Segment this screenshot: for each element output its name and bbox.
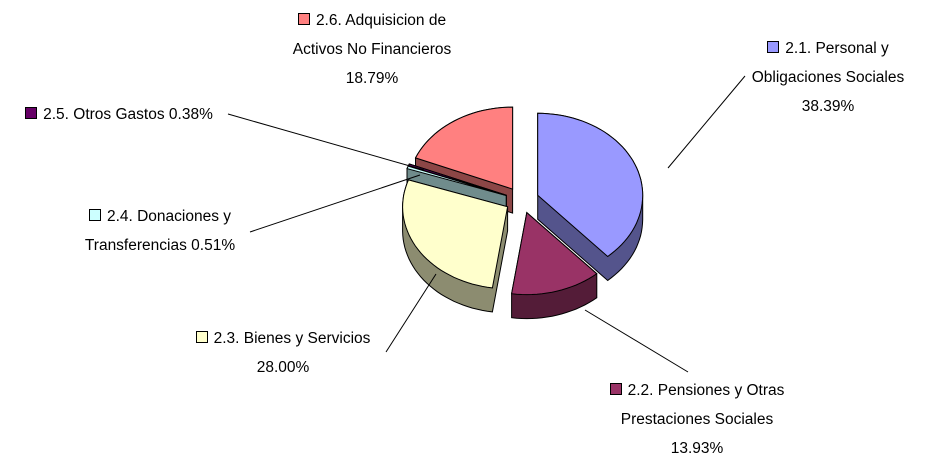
data-label: 2.1. Personal y Obligaciones Sociales 38.… [728,34,928,121]
category-label: 2.2. Pensiones y Otras Prestaciones Soci… [620,382,785,428]
leader-line [667,75,746,169]
slice [406,165,507,196]
value-label: 0.38% [168,106,213,123]
category-label: 2.3. Bienes y Servicios [213,330,371,347]
value-label: 0.51% [191,237,236,254]
data-label: 2.3. Bienes y Servicios 28.00% [178,324,388,382]
leader-line [385,273,437,353]
leader-line [249,174,421,233]
legend-swatch [195,331,208,343]
value-label: 13.93% [670,440,724,457]
leader-line [584,309,689,373]
legend-swatch [609,383,622,395]
leader-line [227,113,425,171]
slice [402,179,509,289]
legend-swatch [767,41,780,53]
legend-swatch [25,107,38,119]
data-label: 2.5. Otros Gastos 0.38% [4,100,234,129]
category-label: 2.6. Adquisicion de Activos No Financier… [292,12,452,58]
value-label: 18.79% [345,70,399,87]
slice [537,112,644,258]
data-label: 2.2. Pensiones y Otras Prestaciones Soci… [582,376,812,463]
value-label: 38.39% [801,98,855,115]
slice [511,211,598,296]
category-label: 2.5. Otros Gastos [43,106,165,123]
category-label: 2.1. Personal y Obligaciones Sociales [751,40,905,86]
legend-swatch [297,13,310,25]
data-label: 2.4. Donaciones y Transferencias 0.51% [55,202,265,260]
data-label: 2.6. Adquisicion de Activos No Financier… [262,6,482,93]
legend-swatch [88,209,101,221]
category-label: 2.4. Donaciones y Transferencias [84,208,232,254]
slice [414,106,514,190]
value-label: 28.00% [256,359,310,376]
